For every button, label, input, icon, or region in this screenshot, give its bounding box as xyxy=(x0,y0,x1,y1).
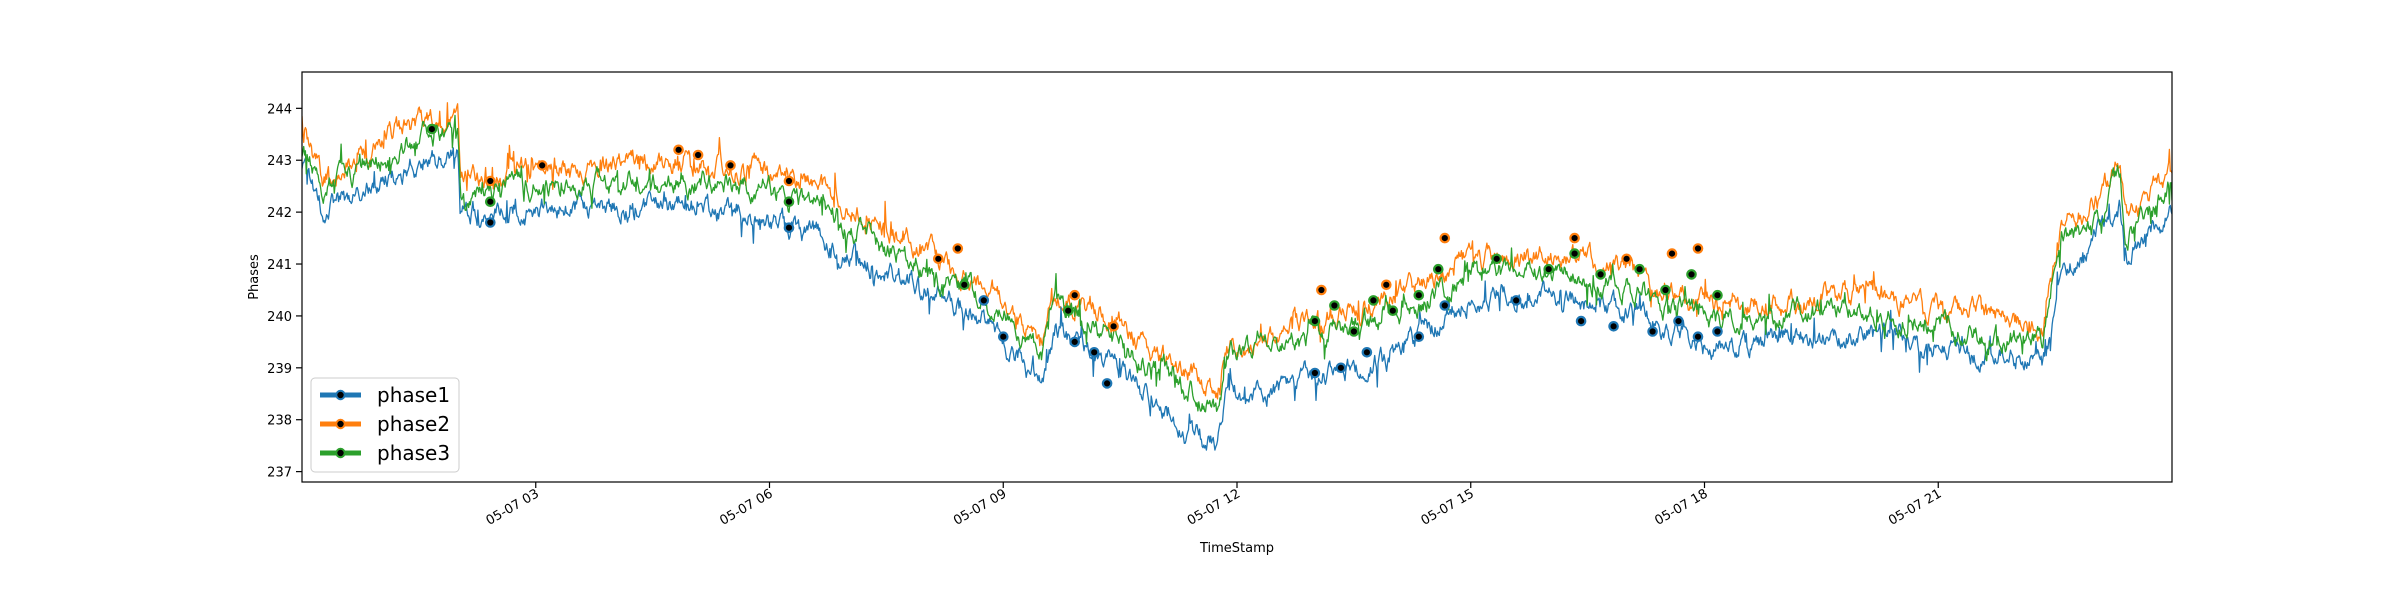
series-layer xyxy=(302,102,2172,451)
highlight-point-phase2 xyxy=(1621,253,1632,265)
highlight-point-phase3 xyxy=(958,279,970,291)
highlight-point-phase1 xyxy=(484,217,496,228)
highlight-point-phase1 xyxy=(997,331,1009,342)
highlight-point-phase3 xyxy=(1309,315,1321,327)
highlight-point-phase1 xyxy=(1069,336,1080,348)
highlight-point-phase2 xyxy=(932,253,944,265)
plot-area xyxy=(301,71,2173,483)
highlight-point-phase3 xyxy=(1595,269,1606,280)
legend: phase1 phase2 phase3 xyxy=(310,377,460,473)
highlight-point-phase2 xyxy=(673,144,684,156)
legend-label-phase3: phase3 xyxy=(377,441,450,465)
series-line-phase2 xyxy=(302,102,2172,400)
legend-entry-phase1: phase1 xyxy=(320,383,450,407)
highlight-point-phase3 xyxy=(1433,263,1444,275)
highlight-point-phase3 xyxy=(1368,295,1379,306)
highlight-point-phase2 xyxy=(783,175,795,187)
legend-swatch-marker xyxy=(335,389,346,401)
y-tick-label: 237 xyxy=(267,466,292,481)
highlight-point-phase3 xyxy=(1712,289,1723,301)
highlight-point-phase1 xyxy=(1088,346,1100,358)
highlight-point-phase1 xyxy=(1575,315,1587,327)
highlight-point-phase1 xyxy=(1692,331,1704,342)
highlight-point-phase2 xyxy=(1692,243,1704,254)
highlight-point-phase1 xyxy=(1335,362,1347,374)
legend-entry-phase2: phase2 xyxy=(320,412,450,436)
highlight-point-phase1 xyxy=(1413,331,1425,342)
highlight-point-phase1 xyxy=(1101,378,1113,389)
y-tick-label: 240 xyxy=(267,310,292,325)
highlight-point-phase1 xyxy=(1309,367,1321,379)
highlight-point-phase2 xyxy=(536,160,548,171)
x-axis-label: TimeStamp xyxy=(1199,541,1274,556)
highlight-point-phase2 xyxy=(1381,279,1392,291)
highlight-point-phase1 xyxy=(1673,315,1684,327)
legend-entry-phase3: phase3 xyxy=(320,441,450,465)
highlight-point-phase3 xyxy=(1543,263,1554,275)
highlight-point-phase2 xyxy=(1108,320,1119,332)
highlight-point-phase2 xyxy=(1439,232,1451,244)
highlight-point-phase1 xyxy=(1608,320,1619,332)
highlight-point-phase3 xyxy=(426,123,438,135)
highlight-point-phase1 xyxy=(1712,326,1723,337)
highlight-point-phase1 xyxy=(1510,295,1522,306)
y-tick-label: 241 xyxy=(267,258,292,273)
highlight-point-phase2 xyxy=(1069,289,1080,301)
highlight-point-phase3 xyxy=(1348,326,1360,337)
y-axis: 237 238 239 240 241 242 243 244 xyxy=(267,102,302,481)
highlight-point-phase3 xyxy=(1413,289,1425,301)
highlight-point-phase3 xyxy=(1062,305,1074,316)
highlight-point-phase2 xyxy=(1569,232,1580,244)
highlight-point-phase3 xyxy=(1686,269,1697,280)
highlight-point-phase1 xyxy=(1439,300,1451,311)
highlight-point-phase3 xyxy=(1660,284,1671,296)
highlight-point-phase2 xyxy=(1666,248,1678,259)
highlight-point-phase2 xyxy=(484,175,496,187)
highlight-point-phase1 xyxy=(1361,346,1373,358)
y-tick-label: 238 xyxy=(267,414,292,429)
highlight-point-phase2 xyxy=(692,149,704,161)
series-line-phase1 xyxy=(302,147,2172,451)
legend-label-phase1: phase1 xyxy=(377,383,450,407)
highlight-point-phase1 xyxy=(783,222,795,233)
y-tick-label: 239 xyxy=(267,362,292,377)
highlight-marker-layer xyxy=(426,123,1723,389)
highlight-point-phase3 xyxy=(1491,253,1502,265)
y-tick-label: 244 xyxy=(267,102,292,117)
highlight-point-phase3 xyxy=(1634,263,1645,275)
highlight-point-phase3 xyxy=(1329,300,1340,311)
y-tick-label: 243 xyxy=(267,154,292,169)
highlight-point-phase2 xyxy=(952,243,964,254)
highlight-point-phase2 xyxy=(725,160,736,171)
legend-box xyxy=(310,377,460,473)
highlight-point-phase3 xyxy=(484,196,496,207)
y-axis-label: Phases xyxy=(247,254,262,300)
legend-swatch-marker xyxy=(335,447,346,459)
legend-label-phase2: phase2 xyxy=(377,412,450,436)
series-line-phase3 xyxy=(302,114,2172,413)
highlight-point-phase3 xyxy=(783,196,795,207)
highlight-point-phase1 xyxy=(978,295,990,306)
y-tick-label: 242 xyxy=(267,206,292,221)
highlight-point-phase3 xyxy=(1387,305,1399,316)
legend-swatch-marker xyxy=(335,418,346,430)
highlight-point-phase2 xyxy=(1316,284,1327,296)
highlight-point-phase1 xyxy=(1647,326,1658,337)
highlight-point-phase3 xyxy=(1569,248,1580,259)
